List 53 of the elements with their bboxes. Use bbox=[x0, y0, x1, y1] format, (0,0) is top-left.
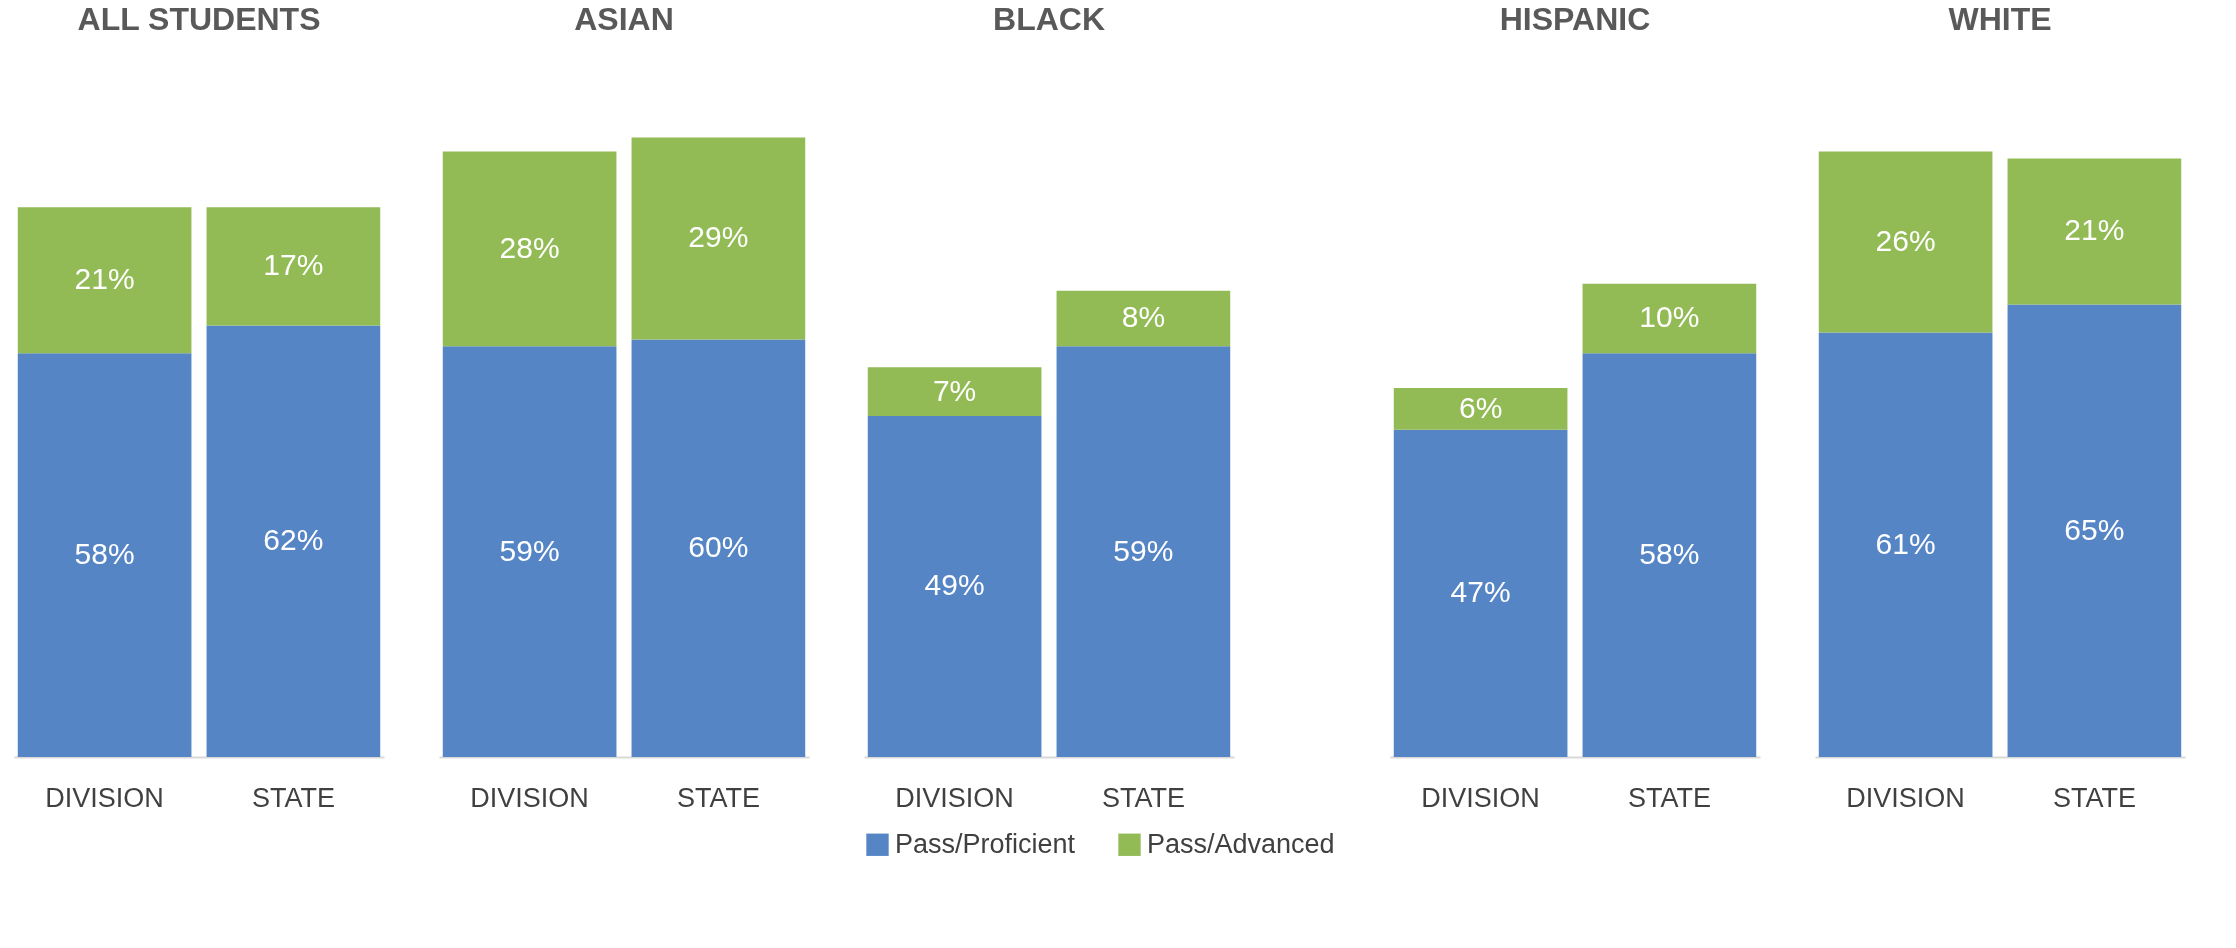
x-tick-label: DIVISION bbox=[470, 782, 589, 813]
x-tick-label: STATE bbox=[1627, 782, 1711, 813]
data-label: 6% bbox=[1458, 390, 1503, 424]
chart-title: ALL STUDENTS bbox=[77, 1, 321, 37]
bar bbox=[631, 137, 806, 340]
data-label: 65% bbox=[2064, 512, 2125, 546]
chart-title: HISPANIC bbox=[1499, 1, 1651, 37]
data-label: 21% bbox=[74, 262, 135, 296]
legend-label: Pass/Advanced bbox=[1147, 828, 1335, 859]
data-label: 17% bbox=[263, 248, 324, 282]
bar bbox=[1582, 353, 1757, 757]
bar bbox=[1393, 388, 1568, 430]
data-label: 26% bbox=[1875, 223, 1936, 257]
data-label: 49% bbox=[924, 568, 985, 602]
bar bbox=[442, 346, 617, 757]
chart-title: ASIAN bbox=[574, 1, 674, 37]
data-label: 62% bbox=[263, 523, 324, 557]
data-label: 21% bbox=[2064, 213, 2125, 247]
bar bbox=[1056, 346, 1231, 757]
bar bbox=[1056, 290, 1231, 347]
x-tick-label: DIVISION bbox=[895, 782, 1014, 813]
data-label: 10% bbox=[1639, 300, 1700, 334]
bar bbox=[2007, 158, 2182, 305]
bar bbox=[867, 367, 1042, 416]
x-tick-label: DIVISION bbox=[45, 782, 164, 813]
x-tick-label: STATE bbox=[251, 782, 335, 813]
data-label: 59% bbox=[1113, 533, 1174, 567]
bar bbox=[867, 415, 1042, 757]
data-label: 8% bbox=[1121, 300, 1166, 334]
legend-label: Pass/Proficient bbox=[895, 828, 1076, 859]
bar bbox=[1818, 332, 1993, 757]
chart-title: WHITE bbox=[1948, 1, 2052, 37]
data-label: 59% bbox=[499, 533, 560, 567]
x-tick-label: DIVISION bbox=[1421, 782, 1540, 813]
x-tick-label: STATE bbox=[676, 782, 760, 813]
bar bbox=[1393, 429, 1568, 757]
x-tick-label: STATE bbox=[1101, 782, 1185, 813]
data-label: 60% bbox=[688, 530, 749, 564]
bar bbox=[1582, 283, 1757, 354]
bar bbox=[2007, 304, 2182, 757]
bar bbox=[1818, 151, 1993, 333]
chart-title: BLACK bbox=[993, 1, 1105, 37]
data-label: 58% bbox=[74, 537, 135, 571]
bar bbox=[442, 151, 617, 347]
data-label: 58% bbox=[1639, 537, 1700, 571]
x-tick-label: DIVISION bbox=[1846, 782, 1965, 813]
data-label: 7% bbox=[932, 373, 977, 407]
data-label: 47% bbox=[1450, 575, 1511, 609]
data-label: 29% bbox=[688, 220, 749, 254]
data-label: 28% bbox=[499, 230, 560, 264]
data-label: 61% bbox=[1875, 526, 1936, 560]
x-tick-label: STATE bbox=[2052, 782, 2136, 813]
bar bbox=[631, 339, 806, 757]
